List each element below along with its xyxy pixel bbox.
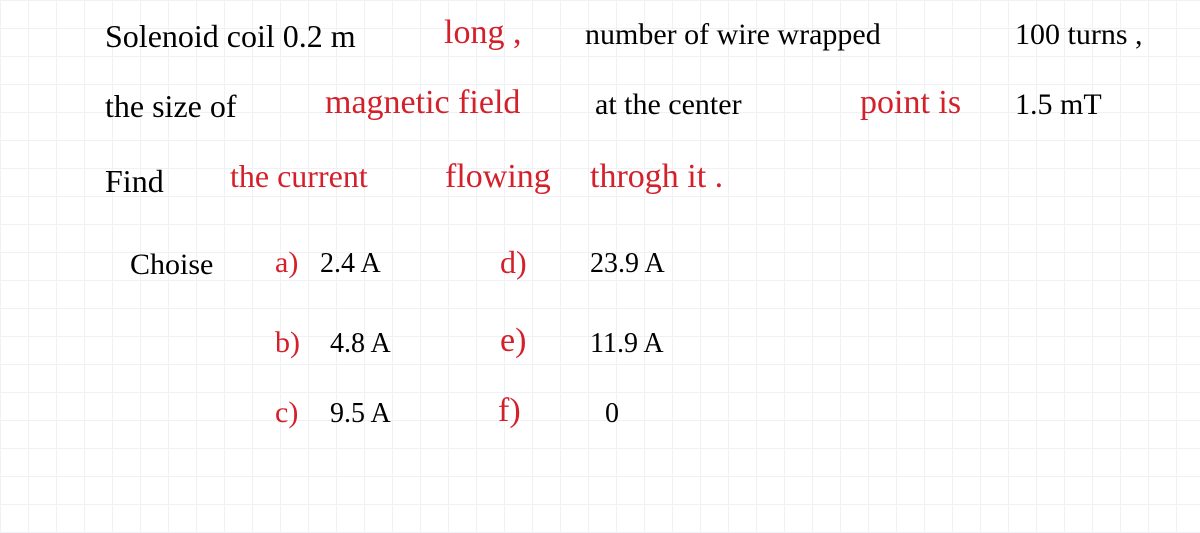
opt-b-label: b) [275, 328, 300, 358]
opt-e-val: 11.9 A [590, 330, 664, 358]
text-center: at the center [595, 90, 742, 120]
opt-a-val: 2.4 A [320, 250, 381, 278]
text-turns: 100 turns , [1015, 20, 1143, 50]
text-magfield: magnetic field [325, 86, 520, 120]
text-solenoid: Solenoid coil 0.2 m [105, 20, 356, 52]
opt-c-label: c) [275, 398, 298, 428]
text-the-size: the size of [105, 90, 237, 122]
text-find: Find [105, 165, 164, 197]
opt-c-val: 9.5 A [330, 400, 391, 428]
opt-a-label: a) [275, 248, 298, 278]
text-wrapped: number of wire wrapped [585, 20, 881, 50]
text-choise: Choise [130, 250, 213, 280]
text-through: throgh it . [590, 160, 723, 194]
text-flowing: flowing [445, 160, 551, 194]
opt-f-val: 0 [605, 400, 619, 428]
opt-d-label: d) [500, 246, 527, 278]
text-value-mt: 1.5 mT [1015, 90, 1102, 120]
opt-b-val: 4.8 A [330, 330, 391, 358]
opt-d-val: 23.9 A [590, 250, 665, 278]
text-current: the current [230, 160, 368, 192]
text-long: long , [444, 16, 521, 50]
opt-f-label: f) [498, 394, 521, 428]
text-point: point is [860, 86, 961, 120]
opt-e-label: e) [500, 324, 526, 358]
